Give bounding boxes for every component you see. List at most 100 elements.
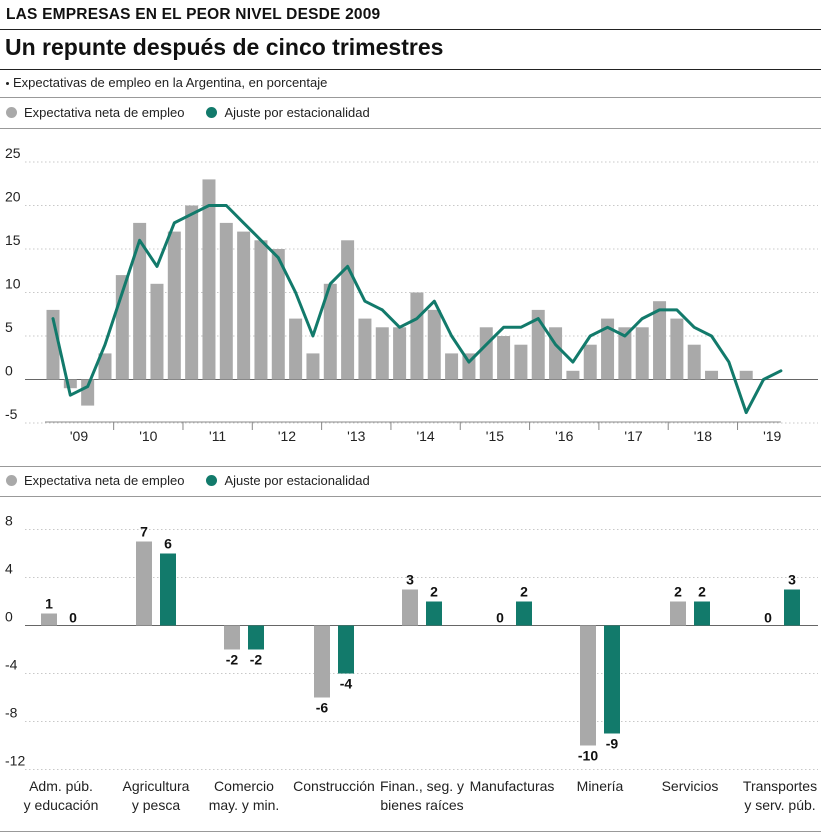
bar-adjusted xyxy=(516,601,532,626)
bar-net xyxy=(635,327,649,380)
y-tick-label: 4 xyxy=(5,561,13,577)
adjusted-swatch-icon xyxy=(206,107,218,118)
headline: Un repunte después de cinco trimestres xyxy=(5,34,444,60)
headline-rule xyxy=(0,69,821,70)
bar-net xyxy=(271,249,285,380)
x-tick-label: '13 xyxy=(347,428,365,444)
x-category-label: Servicios xyxy=(662,778,719,794)
subtitle-rule xyxy=(0,97,821,98)
data-label: -4 xyxy=(340,676,353,692)
bottom-rule xyxy=(0,831,821,832)
y-tick-label: 5 xyxy=(5,319,13,335)
x-category-label: Construcción xyxy=(293,778,375,794)
y-tick-label: 15 xyxy=(5,232,21,248)
bar-net xyxy=(739,370,753,380)
x-tick-label: '16 xyxy=(555,428,573,444)
bar-net xyxy=(402,589,418,626)
x-category-label: Agricultura xyxy=(123,778,190,794)
y-tick-label: 8 xyxy=(5,513,13,529)
y-tick-label: 10 xyxy=(5,276,21,292)
bar-adjusted xyxy=(604,625,620,734)
legend2-item-adjusted: Ajuste por estacionalidad xyxy=(206,473,370,488)
data-label: -2 xyxy=(250,652,263,668)
y-tick-label: 0 xyxy=(5,363,13,379)
bar-net xyxy=(323,283,337,380)
bar-net xyxy=(185,205,199,380)
data-label: 2 xyxy=(430,584,438,600)
bar-net xyxy=(687,344,701,380)
x-tick-label: '18 xyxy=(694,428,712,444)
data-label: -9 xyxy=(606,736,619,752)
y-tick-label: 20 xyxy=(5,189,21,205)
data-label: -2 xyxy=(226,652,239,668)
x-tick-label: '09 xyxy=(70,428,88,444)
x-category-label: Manufacturas xyxy=(470,778,555,794)
bar-net xyxy=(427,309,441,380)
legend2-adjusted-label: Ajuste por estacionalidad xyxy=(224,473,370,488)
legend-bottom: Expectativa neta de empleo Ajuste por es… xyxy=(6,473,392,488)
x-category-label: may. y min. xyxy=(209,797,280,813)
x-category-label: Transportes xyxy=(743,778,817,794)
x-tick-label: '14 xyxy=(416,428,434,444)
y-tick-label: -8 xyxy=(5,705,18,721)
legend-rule-top xyxy=(0,128,821,129)
bar-net xyxy=(41,613,57,626)
bar-net xyxy=(601,318,615,380)
y-tick-label: -12 xyxy=(5,753,25,769)
x-tick-label: '19 xyxy=(763,428,781,444)
legend-item-net: Expectativa neta de empleo xyxy=(6,105,184,120)
bar-adjusted xyxy=(694,601,710,626)
x-category-label: Finan., seg. y xyxy=(380,778,464,794)
x-category-label: Minería xyxy=(577,778,624,794)
data-label: 1 xyxy=(45,596,53,612)
x-category-label: y serv. púb. xyxy=(744,797,815,813)
bar-net xyxy=(566,370,580,380)
bar-net xyxy=(705,370,719,380)
bar-net xyxy=(410,292,424,380)
data-label: 2 xyxy=(520,584,528,600)
subtitle: Expectativas de empleo en la Argentina, … xyxy=(6,75,327,90)
bar-net xyxy=(497,336,511,380)
data-label: 7 xyxy=(140,524,148,540)
top-rule xyxy=(0,29,821,30)
bar-adjusted xyxy=(338,625,354,674)
legend-rule-bottom xyxy=(0,496,821,497)
bar-net xyxy=(219,222,233,380)
bar-net xyxy=(98,353,112,380)
legend-top: Expectativa neta de empleo Ajuste por es… xyxy=(6,105,392,120)
section-rule xyxy=(0,466,821,467)
bar-net xyxy=(224,625,240,650)
legend2-item-net: Expectativa neta de empleo xyxy=(6,473,184,488)
data-label: 0 xyxy=(764,610,772,626)
bar-net xyxy=(306,353,320,380)
x-tick-label: '15 xyxy=(486,428,504,444)
x-tick-label: '11 xyxy=(209,428,226,444)
legend-net-label: Expectativa neta de empleo xyxy=(24,105,185,120)
adjusted-swatch-icon xyxy=(206,475,218,486)
bar-net xyxy=(514,344,528,380)
line-adjusted xyxy=(51,204,783,415)
data-label: 3 xyxy=(788,572,796,588)
bar-net xyxy=(583,344,597,380)
bar-net xyxy=(531,309,545,380)
data-label: 3 xyxy=(406,572,414,588)
x-category-label: y educación xyxy=(24,797,99,813)
data-label: 0 xyxy=(496,610,504,626)
bar-net xyxy=(202,179,216,380)
data-label: -10 xyxy=(578,748,598,764)
bar-net xyxy=(63,379,77,389)
bar-net xyxy=(580,625,596,746)
legend-adjusted-label: Ajuste por estacionalidad xyxy=(224,105,370,120)
data-label: -6 xyxy=(316,700,329,716)
bar-net xyxy=(445,353,459,380)
subtitle-text: Expectativas de empleo en la Argentina, … xyxy=(13,75,328,90)
kicker: LAS EMPRESAS EN EL PEOR NIVEL DESDE 2009 xyxy=(6,6,381,23)
bar-adjusted xyxy=(248,625,264,650)
bar-net xyxy=(358,318,372,380)
bar-net xyxy=(136,541,152,626)
bar-net xyxy=(167,231,181,380)
data-label: 0 xyxy=(69,610,77,626)
bar-adjusted xyxy=(160,553,176,626)
bar-net xyxy=(150,283,164,380)
